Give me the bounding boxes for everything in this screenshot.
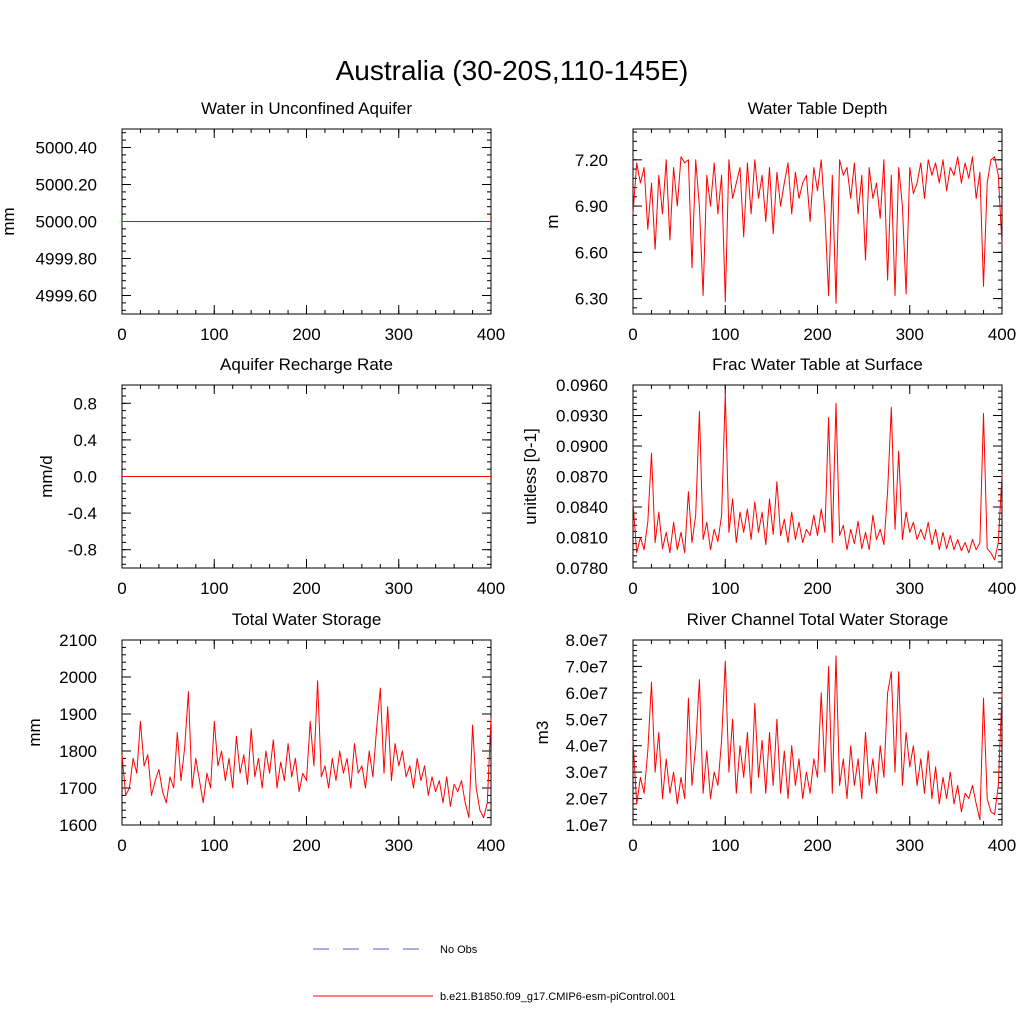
y-tick-label: 0.0960 <box>556 376 608 395</box>
y-tick-label: 2.0e7 <box>565 790 608 809</box>
y-tick-label: 0.0780 <box>556 559 608 578</box>
legend-label-model: b.e21.B1850.f09_g17.CMIP6-esm-piControl.… <box>440 991 675 1003</box>
panel-title: Aquifer Recharge Rate <box>220 355 393 374</box>
x-tick-label: 0 <box>628 579 637 598</box>
x-tick-label: 300 <box>385 579 413 598</box>
x-tick-label: 200 <box>292 836 320 855</box>
plot-frame <box>632 128 1003 315</box>
y-tick-label: 5000.20 <box>36 176 97 195</box>
y-tick-label: 0.0840 <box>556 498 608 517</box>
y-tick-label: 4.0e7 <box>565 737 608 756</box>
y-tick-label: 5.0e7 <box>565 710 608 729</box>
x-tick-label: 400 <box>988 579 1016 598</box>
x-tick-label: 400 <box>477 836 505 855</box>
panel-title: Water in Unconfined Aquifer <box>201 99 412 118</box>
y-tick-label: 6.60 <box>575 243 608 262</box>
x-tick-label: 200 <box>803 579 831 598</box>
x-tick-label: 100 <box>200 579 228 598</box>
legend: No Obs b.e21.B1850.f09_g17.CMIP6-esm-piC… <box>313 944 675 1003</box>
panel-river: River Channel Total Water Storage m3 0 100 2… <box>533 610 1016 855</box>
x-tick-label: 400 <box>988 325 1016 344</box>
y-tick-label: 0.8 <box>73 394 97 413</box>
x-tick-label: 400 <box>477 325 505 344</box>
y-axis-label: mm/d <box>37 455 56 498</box>
y-tick-label: -0.4 <box>68 504 97 523</box>
y-tick-label: 1800 <box>59 742 97 761</box>
y-tick-label: 0.4 <box>73 431 97 450</box>
y-tick-label: 7.20 <box>575 151 608 170</box>
panel-recharge: Aquifer Recharge Rate mm/d 0 100 200 300 400 -0… <box>37 355 505 598</box>
y-tick-label: 6.0e7 <box>565 684 608 703</box>
panel-aquifer: Water in Unconfined Aquifer mm 0 100 200 300 4… <box>0 99 505 344</box>
x-tick-label: 100 <box>711 579 739 598</box>
x-tick-label: 100 <box>200 836 228 855</box>
x-tick-label: 0 <box>117 579 126 598</box>
y-axis-label: mm <box>25 718 44 746</box>
x-tick-label: 200 <box>803 836 831 855</box>
y-tick-label: 5000.40 <box>36 139 97 158</box>
x-tick-label: 0 <box>628 836 637 855</box>
x-tick-label: 300 <box>896 836 924 855</box>
y-tick-label: 4999.60 <box>36 287 97 306</box>
x-tick-label: 200 <box>292 579 320 598</box>
x-tick-label: 400 <box>477 579 505 598</box>
y-tick-label: 0.0870 <box>556 468 608 487</box>
x-tick-label: 0 <box>117 836 126 855</box>
plot-frame <box>632 384 1003 569</box>
x-tick-label: 300 <box>896 325 924 344</box>
y-tick-label: 8.0e7 <box>565 631 608 650</box>
y-tick-label: 7.0e7 <box>565 657 608 676</box>
y-tick-label: 2000 <box>59 668 97 687</box>
series-line <box>632 392 1003 561</box>
y-axis-label: m <box>543 214 562 228</box>
y-tick-label: 1700 <box>59 779 97 798</box>
y-tick-label: 0.0930 <box>556 407 608 426</box>
x-tick-label: 200 <box>292 325 320 344</box>
series-line <box>632 156 1003 304</box>
panel-wtd: Water Table Depth m 0 100 200 300 400 6.30 6.60 6… <box>543 99 1016 344</box>
x-tick-label: 200 <box>803 325 831 344</box>
panel-title: Water Table Depth <box>748 99 888 118</box>
series-line <box>121 680 492 819</box>
y-tick-label: 1900 <box>59 705 97 724</box>
page-title: Australia (30-20S,110-145E) <box>336 55 689 86</box>
y-tick-label: 4999.80 <box>36 250 97 269</box>
y-tick-label: 0.0810 <box>556 529 608 548</box>
y-tick-label: -0.8 <box>68 541 97 560</box>
y-axis-label: mm <box>0 207 18 235</box>
y-tick-label: 6.90 <box>575 197 608 216</box>
y-tick-label: 0.0 <box>73 468 97 487</box>
y-tick-label: 1.0e7 <box>565 816 608 835</box>
series-line <box>632 655 1003 821</box>
y-tick-label: 3.0e7 <box>565 763 608 782</box>
y-axis-label: unitless [0-1] <box>521 428 540 524</box>
x-tick-label: 100 <box>711 836 739 855</box>
y-tick-label: 2100 <box>59 631 97 650</box>
panel-title: Total Water Storage <box>232 610 382 629</box>
x-tick-label: 400 <box>988 836 1016 855</box>
x-tick-label: 300 <box>896 579 924 598</box>
panels: Water in Unconfined Aquifer mm 0 100 200 300 4… <box>0 99 1016 855</box>
x-tick-label: 300 <box>385 325 413 344</box>
y-tick-label: 6.30 <box>575 290 608 309</box>
y-tick-label: 0.0900 <box>556 437 608 456</box>
y-axis-label: m3 <box>533 721 552 745</box>
x-tick-label: 300 <box>385 836 413 855</box>
legend-label-no-obs: No Obs <box>440 944 478 956</box>
x-tick-label: 100 <box>711 325 739 344</box>
y-tick-label: 5000.00 <box>36 213 97 232</box>
panel-title: Frac Water Table at Surface <box>712 355 923 374</box>
y-tick-label: 1600 <box>59 816 97 835</box>
panel-title: River Channel Total Water Storage <box>687 610 949 629</box>
x-tick-label: 0 <box>628 325 637 344</box>
x-tick-label: 0 <box>117 325 126 344</box>
panel-fracwt: Frac Water Table at Surface unitless [0-1… <box>521 355 1016 598</box>
x-tick-label: 100 <box>200 325 228 344</box>
panel-tws: Total Water Storage mm 0 100 200 300 400 1600 17… <box>25 610 505 855</box>
